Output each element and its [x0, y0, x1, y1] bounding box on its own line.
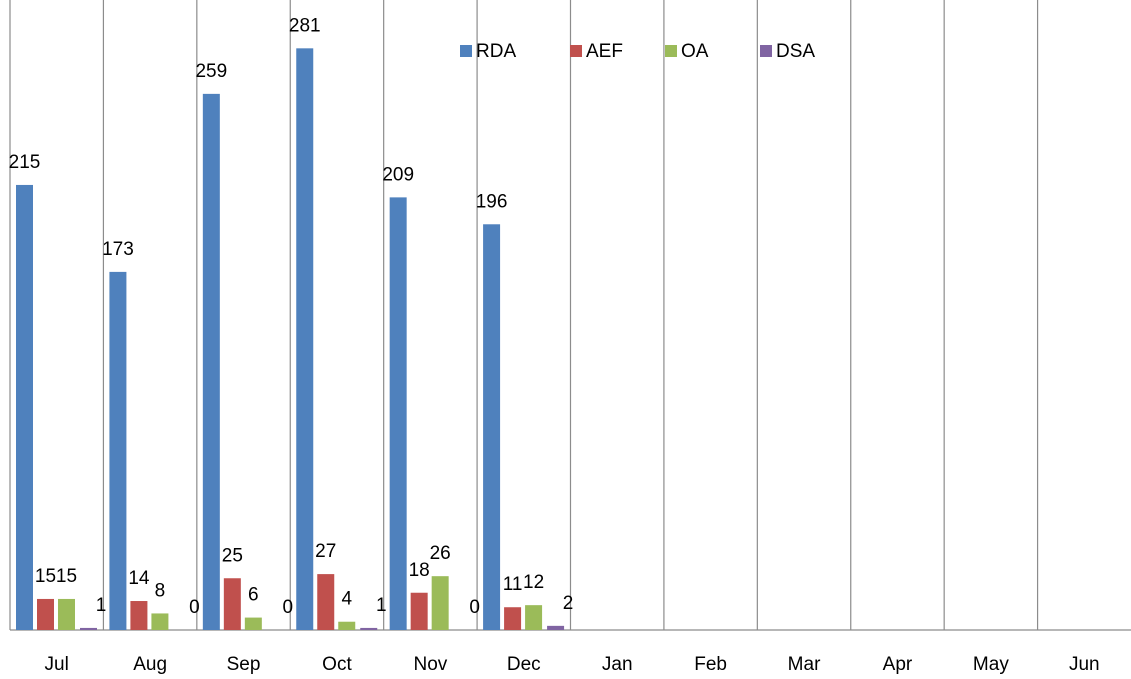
bar [360, 627, 378, 630]
bar [431, 576, 449, 630]
bar [244, 617, 262, 630]
x-tick-label: Jun [1069, 654, 1100, 675]
bar [410, 592, 428, 630]
data-label: 18 [409, 560, 430, 581]
bar [338, 621, 356, 630]
legend-swatch [665, 45, 677, 57]
legend-swatch [760, 45, 772, 57]
x-tick-label: Dec [507, 654, 541, 675]
bar [151, 613, 169, 630]
legend-label: OA [681, 41, 709, 62]
data-label: 4 [341, 589, 352, 610]
data-label: 8 [155, 580, 166, 601]
bar [296, 48, 314, 630]
bar [504, 607, 522, 630]
data-label: 6 [248, 585, 259, 606]
x-tick-label: Nov [413, 654, 447, 675]
legend-label: DSA [776, 41, 815, 62]
bar [130, 601, 148, 630]
x-tick-label: Feb [694, 654, 727, 675]
data-label: 1 [376, 595, 387, 616]
x-tick-label: Mar [788, 654, 821, 675]
data-label: 25 [222, 545, 243, 566]
x-tick-label: Oct [322, 654, 352, 675]
data-label: 26 [430, 543, 451, 564]
data-label: 196 [476, 191, 508, 212]
data-label: 173 [102, 239, 134, 260]
legend-swatch [460, 45, 472, 57]
data-label: 15 [56, 566, 77, 587]
data-label: 209 [382, 164, 414, 185]
x-tick-label: May [973, 654, 1009, 675]
data-label: 0 [189, 597, 200, 618]
data-label: 0 [283, 597, 294, 618]
bar [37, 598, 54, 630]
legend-swatch [570, 45, 582, 57]
data-label: 14 [128, 568, 150, 589]
bar [109, 271, 127, 630]
bar [317, 574, 335, 630]
data-label: 0 [469, 597, 480, 618]
data-label: 281 [289, 15, 321, 36]
bar [483, 224, 501, 630]
bar [223, 578, 241, 630]
bar [525, 605, 543, 630]
x-tick-label: Jan [602, 654, 633, 675]
bar [547, 625, 565, 630]
bar [80, 627, 97, 630]
x-tick-label: Sep [227, 654, 261, 675]
bar [16, 184, 33, 630]
legend-label: AEF [586, 41, 623, 62]
data-label: 1 [96, 595, 107, 616]
data-label: 15 [35, 566, 56, 587]
bar [389, 197, 407, 630]
data-label: 11 [503, 574, 523, 595]
legend-label: RDA [476, 41, 516, 62]
x-tick-label: Apr [883, 654, 913, 675]
data-label: 27 [315, 541, 336, 562]
bar [58, 598, 75, 630]
data-label: 12 [523, 572, 544, 593]
data-label: 215 [9, 152, 41, 173]
bar [202, 93, 220, 631]
x-tick-label: Jul [45, 654, 69, 675]
data-label: 2 [563, 593, 574, 614]
data-label: 259 [195, 61, 227, 82]
x-tick-label: Aug [133, 654, 167, 675]
